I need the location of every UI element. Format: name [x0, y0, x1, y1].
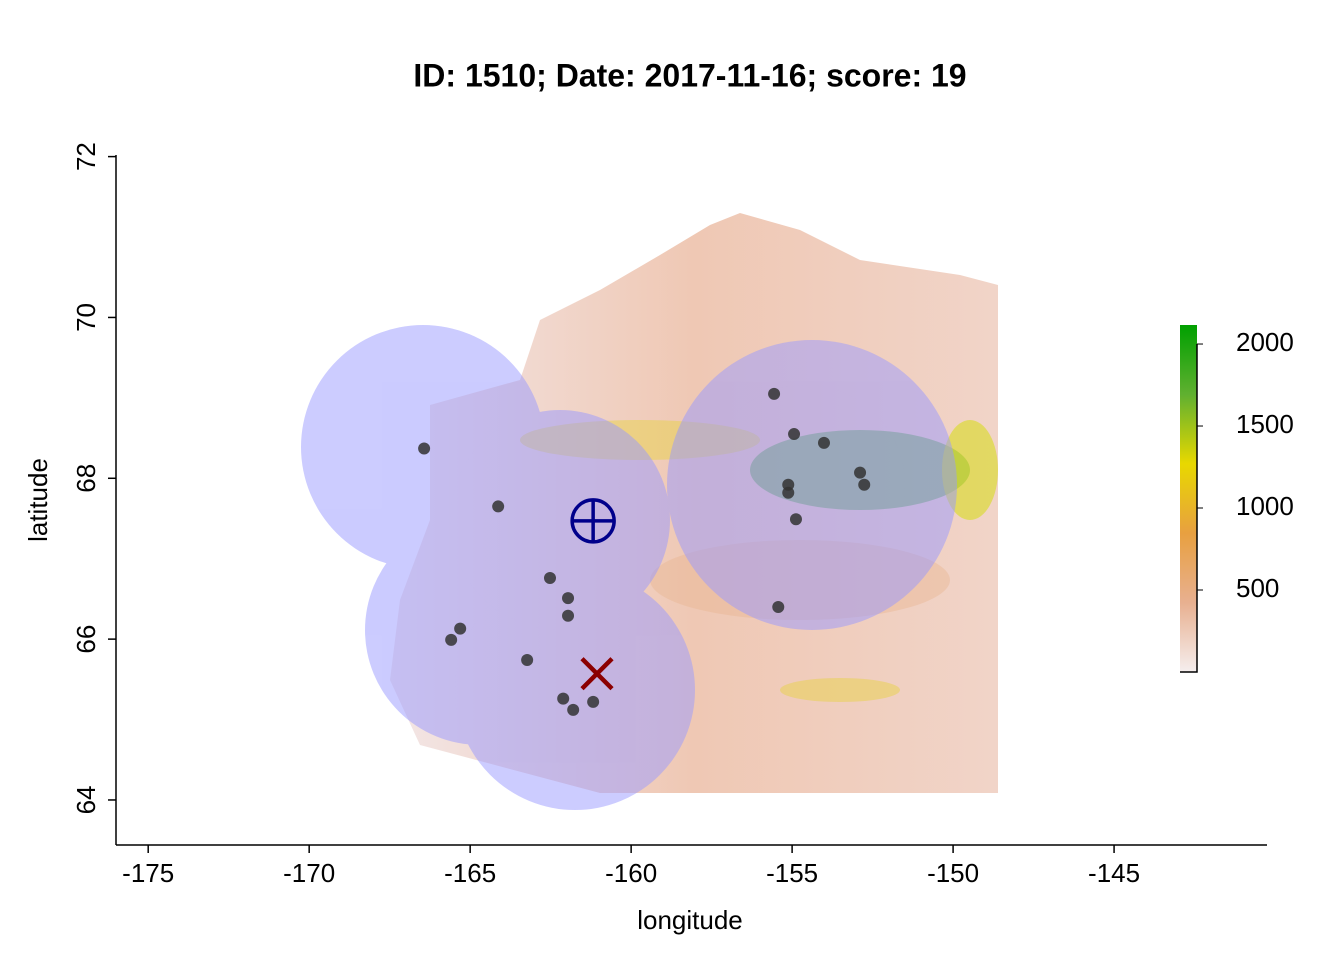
point-dot [418, 442, 431, 455]
point-dot [562, 592, 575, 605]
colorbar-tick-label: 1000 [1236, 491, 1294, 521]
y-tick-label: 64 [71, 786, 101, 815]
point-cross [580, 657, 614, 691]
point [445, 633, 458, 646]
point [557, 692, 570, 705]
point-dot [788, 428, 801, 441]
x-tick-label: -145 [1088, 858, 1140, 888]
point [580, 657, 614, 691]
point [587, 695, 600, 708]
point [788, 428, 801, 441]
x-tick-label: -150 [927, 858, 979, 888]
x-axis-label: longitude [637, 905, 743, 935]
colorbar [1180, 325, 1197, 672]
y-tick-label: 66 [71, 625, 101, 654]
point-dot [454, 622, 467, 635]
point-dot [521, 654, 534, 667]
point [492, 500, 505, 513]
point-dot [772, 600, 785, 613]
point [854, 466, 867, 479]
point [789, 513, 802, 526]
point-dot [543, 572, 556, 585]
point [567, 703, 580, 716]
colorbar-tick-label: 500 [1236, 573, 1279, 603]
point [543, 572, 556, 585]
point [418, 442, 431, 455]
y-tick-label: 70 [71, 303, 101, 332]
point [772, 600, 785, 613]
point [768, 387, 781, 400]
x-tick-label: -170 [283, 858, 335, 888]
point [454, 622, 467, 635]
point-dot [567, 703, 580, 716]
point [817, 436, 830, 449]
point-dot [817, 436, 830, 449]
point-dot [445, 633, 458, 646]
point [570, 498, 616, 544]
x-tick-label: -175 [122, 858, 174, 888]
y-tick-label: 68 [71, 464, 101, 493]
point-dot [789, 513, 802, 526]
point-plus [572, 499, 615, 542]
point [562, 609, 575, 622]
point-dot [768, 387, 781, 400]
point-dot [858, 478, 871, 491]
point [858, 478, 871, 491]
point-dot [557, 692, 570, 705]
x-tick-label: -160 [605, 858, 657, 888]
colorbar-tick-label: 2000 [1236, 327, 1294, 357]
point-dot [492, 500, 505, 513]
point-dot [562, 609, 575, 622]
point [782, 486, 795, 499]
colorbar-tick-label: 1500 [1236, 409, 1294, 439]
point-dot [587, 695, 600, 708]
point-dot [782, 486, 795, 499]
y-axis-label: latitude [23, 458, 53, 542]
x-tick-label: -165 [444, 858, 496, 888]
chart-title: ID: 1510; Date: 2017-11-16; score: 19 [413, 57, 966, 93]
y-tick-label: 72 [71, 142, 101, 171]
x-tick-label: -155 [766, 858, 818, 888]
point [562, 592, 575, 605]
point [521, 654, 534, 667]
colorbar-frame [1180, 344, 1198, 673]
point-dot [854, 466, 867, 479]
